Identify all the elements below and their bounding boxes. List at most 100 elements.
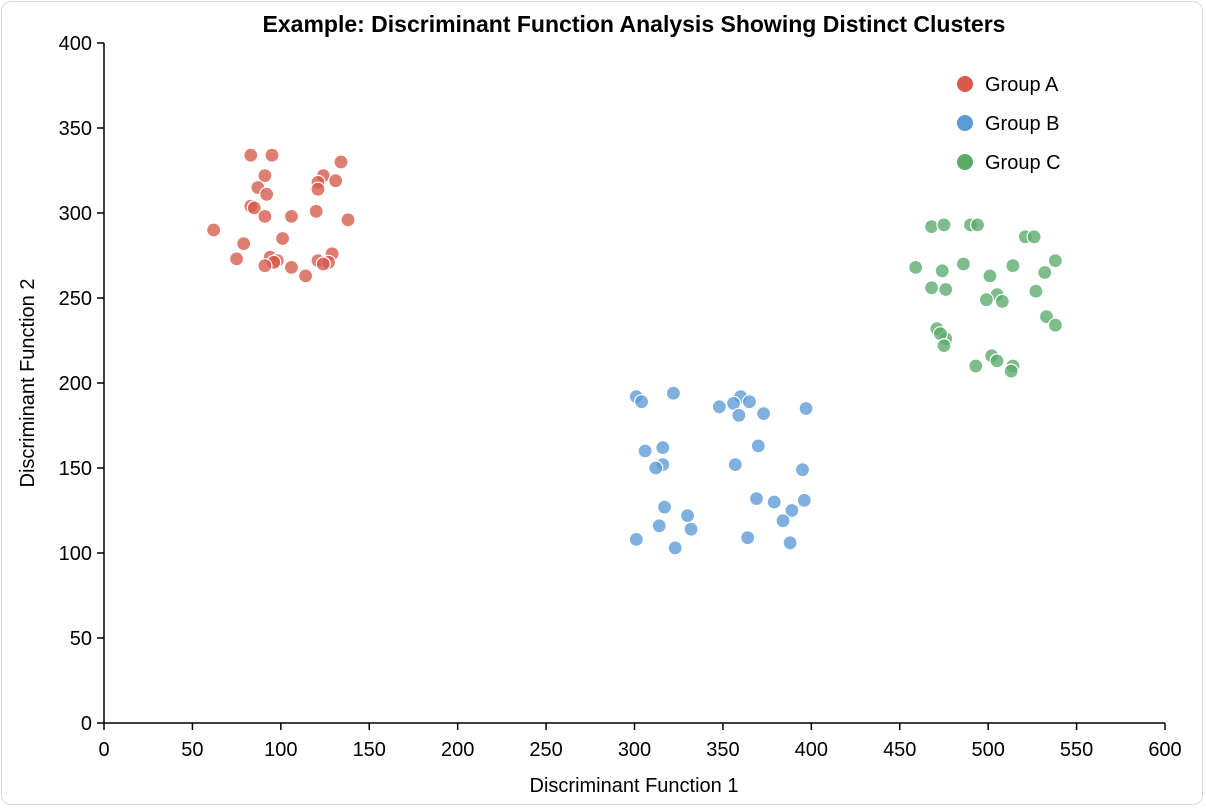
x-tick-label: 50 (181, 739, 203, 761)
data-point-group-b (748, 491, 765, 507)
data-point-group-a (308, 203, 324, 219)
legend-label: Group B (985, 113, 1059, 135)
x-tick-label: 250 (529, 739, 562, 761)
data-point-group-b (775, 513, 791, 529)
legend-label: Group C (985, 152, 1061, 174)
data-point-group-b (651, 518, 667, 534)
data-point-group-a (340, 212, 356, 228)
data-point-group-a (283, 208, 300, 224)
data-point-group-b (794, 462, 811, 478)
legend-marker (957, 76, 973, 92)
data-point-group-b (665, 385, 682, 401)
x-axis-ticks: 0 50 100 150 200 250 300 350 400 450 500 550 600 (98, 723, 1182, 761)
data-point-group-c (955, 256, 972, 272)
legend: Group A Group B Group C (957, 74, 1061, 174)
data-point-group-b (633, 394, 650, 410)
x-tick-label: 500 (971, 739, 1004, 761)
data-point-group-b (727, 457, 743, 473)
x-tick-label: 100 (264, 739, 297, 761)
data-point-group-b (755, 406, 772, 422)
data-point-group-b (750, 438, 766, 454)
data-point-group-a (229, 251, 245, 267)
x-tick-label: 0 (98, 739, 109, 761)
y-tick-label: 400 (59, 33, 92, 55)
data-point-group-c (1037, 264, 1053, 281)
plot-points (206, 147, 1063, 556)
data-point-group-c (982, 268, 998, 284)
data-point-group-a (243, 147, 259, 163)
data-point-group-c (923, 219, 940, 235)
x-tick-label: 200 (441, 739, 474, 761)
data-point-group-c (1005, 258, 1021, 274)
data-point-group-c (994, 293, 1010, 309)
data-point-group-b (740, 530, 756, 546)
data-point-group-b (782, 535, 798, 551)
data-point-group-b (766, 494, 782, 510)
data-point-group-b (683, 521, 699, 537)
data-point-group-c (968, 358, 984, 374)
y-tick-label: 300 (59, 203, 92, 225)
legend-marker (957, 154, 973, 170)
data-point-group-a (328, 173, 344, 189)
data-point-group-a (315, 256, 331, 272)
y-tick-label: 150 (59, 458, 92, 480)
y-tick-label: 250 (59, 288, 92, 310)
data-point-group-b (798, 400, 814, 417)
data-point-group-a (257, 258, 273, 274)
data-point-group-b (628, 531, 644, 548)
data-point-group-b (784, 502, 800, 519)
y-axis-title: Discriminant Function 2 (17, 279, 39, 488)
y-tick-label: 200 (59, 373, 92, 395)
data-point-group-c (978, 292, 994, 308)
data-point-group-b (731, 407, 747, 423)
data-point-group-b (648, 460, 664, 476)
data-point-group-c (1026, 229, 1042, 245)
data-point-group-a (275, 230, 291, 247)
data-point-group-c (1047, 253, 1063, 269)
x-tick-label: 300 (618, 739, 651, 761)
data-point-group-a (206, 222, 222, 238)
data-point-group-b (796, 492, 812, 508)
data-point-group-b (679, 507, 696, 524)
y-axis-ticks: 0 50 100 150 200 250 300 350 400 (59, 33, 104, 735)
data-point-group-a (246, 200, 262, 216)
data-point-group-c (923, 280, 940, 296)
data-point-group-a (310, 181, 326, 197)
data-point-group-b (637, 443, 653, 459)
data-point-group-a (283, 259, 300, 275)
data-point-group-b (655, 440, 671, 456)
y-tick-label: 0 (81, 713, 92, 735)
x-tick-label: 450 (883, 739, 916, 761)
data-point-group-c (938, 281, 954, 298)
data-point-group-c (1028, 283, 1044, 299)
chart-title: Example: Discriminant Function Analysis … (263, 11, 1006, 37)
x-tick-label: 600 (1148, 739, 1181, 761)
data-point-group-c (969, 217, 986, 233)
legend-label: Group A (985, 74, 1059, 96)
data-point-group-c (934, 263, 950, 279)
y-tick-label: 100 (59, 543, 92, 565)
data-point-group-b (656, 499, 673, 515)
data-point-group-a (259, 186, 275, 202)
data-point-group-c (908, 259, 924, 275)
y-tick-label: 350 (59, 118, 92, 140)
data-point-group-c (1047, 317, 1063, 333)
data-point-group-c (936, 217, 952, 233)
data-point-group-b (667, 540, 683, 556)
data-point-group-a (264, 147, 280, 163)
data-point-group-a (297, 268, 314, 284)
x-tick-label: 350 (706, 739, 739, 761)
data-point-group-a (333, 154, 349, 170)
data-point-group-c (936, 338, 952, 354)
x-axis-title: Discriminant Function 1 (530, 775, 739, 797)
x-tick-label: 400 (795, 739, 828, 761)
x-tick-label: 150 (353, 739, 386, 761)
data-point-group-c (1003, 363, 1019, 379)
data-point-group-a (257, 208, 273, 224)
legend-marker (957, 115, 973, 131)
data-point-group-c (989, 353, 1005, 369)
data-point-group-a (236, 236, 252, 252)
data-point-group-a (257, 168, 273, 184)
